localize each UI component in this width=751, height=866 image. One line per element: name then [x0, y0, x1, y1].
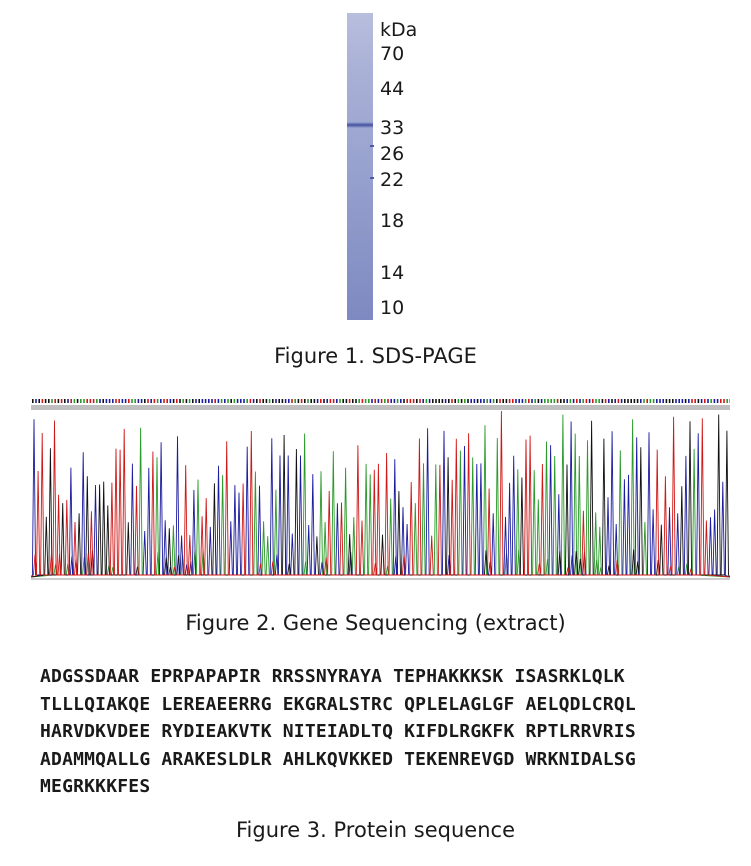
marker-tick — [370, 145, 374, 147]
trace-T — [31, 410, 730, 578]
sequence-block: ISASRKLQLK — [514, 666, 625, 687]
figure2-caption: Figure 2. Gene Sequencing (extract) — [185, 611, 566, 635]
sequence-block: RRSSNYRAYA — [271, 666, 383, 687]
sequence-block: EKGRALSTRC — [282, 693, 394, 715]
sequence-block: TLLLQIAKQE — [40, 693, 151, 715]
sequence-line: TLLLQIAKQE LEREAEERRG EKGRALSTRC QPLELAGLGF… — [40, 691, 740, 719]
trace-G — [31, 414, 730, 578]
sequence-line: MEGRKKKFES — [40, 773, 740, 801]
sequence-block: HARVDKVDEE — [40, 721, 151, 742]
marker-label-70: 70 — [380, 43, 405, 65]
gel-lane — [347, 13, 373, 320]
marker-label-18: 18 — [380, 210, 405, 232]
sequence-block: EPRPAPAPIR — [150, 666, 261, 687]
marker-label-26: 26 — [380, 143, 405, 165]
sequence-block: TEKENREVGD — [404, 748, 515, 770]
sequence-block: AELQDLCRQL — [525, 693, 636, 715]
figure1-caption: Figure 1. SDS-PAGE — [274, 344, 477, 368]
chromatogram-trace — [31, 397, 730, 583]
trace-C — [31, 419, 730, 578]
sequence-block: MEGRKKKFES — [40, 776, 151, 797]
sequence-line: ADAMMQALLG ARAKESLDLR AHLKQVKKED TEKENREVGD… — [40, 746, 740, 774]
kda-unit-label: kDa — [380, 19, 418, 41]
sequence-block: TEPHAKKKSK — [393, 666, 504, 687]
sequence-block: QPLELAGLGF — [404, 693, 515, 715]
sequence-block: WRKNIDALSG — [525, 748, 636, 770]
sequence-block: ADAMMQALLG — [40, 748, 151, 770]
marker-label-14: 14 — [380, 262, 405, 284]
marker-label-10: 10 — [380, 297, 405, 319]
sequence-line: ADGSSDAAR EPRPAPAPIR RRSSNYRAYA TEPHAKKKSK I… — [40, 663, 740, 691]
sequence-block: LEREAEERRG — [161, 693, 272, 715]
protein-sequence: ADGSSDAAR EPRPAPAPIR RRSSNYRAYA TEPHAKKKSK I… — [40, 663, 740, 801]
marker-label-33: 33 — [380, 117, 405, 139]
figure3-caption: Figure 3. Protein sequence — [236, 818, 515, 842]
sequence-block: ADGSSDAAR — [40, 666, 140, 687]
sequence-block: KIFDLRGKFK — [404, 721, 515, 742]
protein-band — [347, 122, 373, 128]
marker-label-44: 44 — [380, 78, 405, 100]
sequence-block: RPTLRRVRIS — [525, 721, 636, 742]
sequence-line: HARVDKVDEE RYDIEAKVTK NITEIADLTQ KIFDLRGKFK… — [40, 718, 740, 746]
sequence-block: ARAKESLDLR — [161, 748, 272, 770]
marker-tick — [370, 177, 374, 179]
marker-label-22: 22 — [380, 169, 405, 191]
sequence-block: NITEIADLTQ — [282, 721, 394, 742]
sequence-block: RYDIEAKVTK — [161, 721, 272, 742]
sequence-block: AHLKQVKKED — [282, 748, 394, 770]
